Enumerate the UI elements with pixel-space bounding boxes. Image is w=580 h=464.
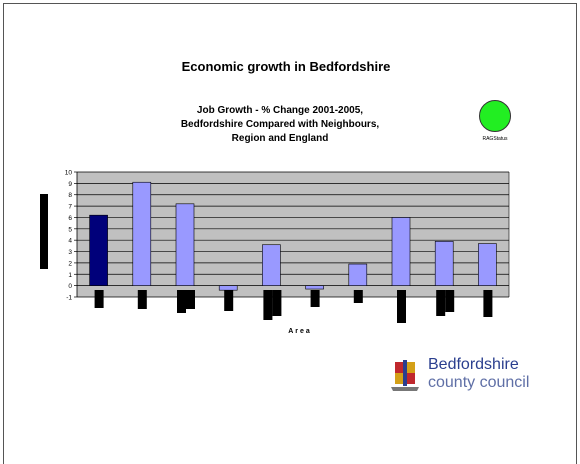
bar	[434, 241, 454, 286]
x-tick-label-block	[186, 290, 195, 309]
bar	[175, 203, 195, 286]
bar	[89, 214, 108, 286]
y-tick-label: 4	[68, 238, 72, 245]
y-tick-label: 5	[68, 226, 72, 233]
logo-line-1: Bedfordshire	[428, 356, 519, 373]
y-tick-label: 1	[68, 272, 72, 279]
y-tick-label: 6	[68, 215, 72, 222]
x-tick-label-block	[445, 290, 455, 312]
x-tick-label-block	[310, 290, 320, 307]
x-tick-label-block	[94, 290, 104, 308]
x-tick-label-block	[353, 290, 363, 303]
bar	[391, 217, 411, 286]
x-tick-label-block	[483, 290, 493, 317]
bar	[132, 181, 152, 286]
y-tick-label: 10	[65, 170, 73, 177]
x-tick-label-block	[272, 290, 282, 316]
y-tick-label: 0	[68, 283, 72, 290]
bar	[348, 263, 368, 286]
bar	[262, 244, 281, 286]
x-tick-label-block	[224, 290, 234, 311]
slide-title: Economic growth in Bedfordshire	[181, 59, 391, 74]
x-axis-title: Area	[288, 328, 312, 335]
bar-chart: -1 0 1 2 3 4 5 6 7 8 9 10 Area	[65, 170, 510, 335]
logo-line-2: county council	[428, 374, 530, 391]
y-tick-label: 3	[68, 249, 72, 256]
y-tick-label: 7	[68, 204, 72, 211]
y-tick-label: 8	[68, 192, 72, 199]
crest-icon	[391, 360, 419, 391]
chart-bars	[89, 181, 497, 291]
y-axis-label-redacted	[40, 194, 48, 269]
rag-status-light	[479, 100, 511, 132]
x-tick-label-block	[397, 290, 406, 323]
x-tick-label-block	[137, 290, 147, 309]
bar	[218, 285, 238, 291]
x-tick-label-block	[436, 290, 446, 316]
chart-x-labels-redacted	[94, 290, 493, 323]
x-tick-label-block	[263, 290, 273, 320]
council-logo: Bedfordshire county council	[386, 356, 546, 396]
rag-status-label: RAGStatus	[482, 136, 508, 142]
x-tick-label-block	[177, 290, 186, 313]
y-tick-label: -1	[66, 295, 72, 302]
bar	[305, 285, 324, 290]
chart-ticks: -1 0 1 2 3 4 5 6 7 8 9 10	[65, 170, 77, 302]
y-tick-label: 2	[68, 260, 72, 267]
bar	[478, 243, 497, 286]
y-tick-label: 9	[68, 181, 72, 188]
chart-title: Job Growth - % Change 2001-2005, Bedford…	[180, 105, 380, 144]
